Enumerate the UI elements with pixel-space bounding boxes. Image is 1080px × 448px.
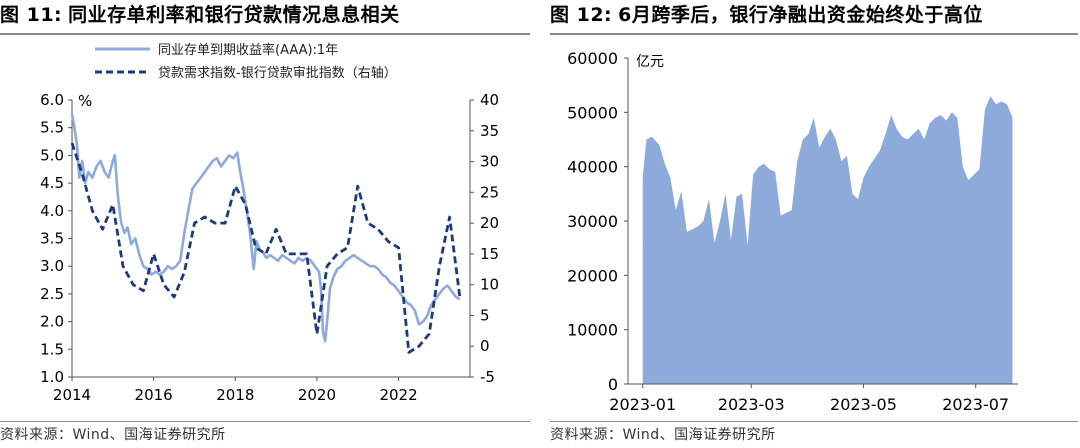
loan-index-line [70,142,462,354]
right-figure-number: 图 12: [550,4,613,26]
right-source-rule [550,421,1078,422]
left-y-tick-label: 6.0 [40,91,64,109]
y-tick-label: 50000 [567,103,618,122]
x-tick-label: 2022 [379,386,417,404]
x-tick-label: 2018 [216,386,254,404]
right-source-note: 资料来源：Wind、国海证券研究所 [550,427,776,443]
right-title-rule [550,33,1078,35]
y-tick-label: 40000 [567,158,618,177]
right-chart-title: 图 12: 6月跨季后，银行净融出资金始终处于高位 [550,0,983,30]
right-chart-panel: 图 12: 6月跨季后，银行净融出资金始终处于高位 0 10000 20000 3000… [550,0,1080,448]
right-unit-label: 亿元 [636,54,664,70]
x-tick-label: 2014 [53,386,91,404]
y-tick-label: 10000 [567,321,618,340]
right-figure-title-text: 6月跨季后，银行净融出资金始终处于高位 [618,4,983,26]
left-y-tick-label: 2.5 [40,285,64,303]
left-y-tick-label: 4.0 [40,202,64,220]
y-tick-label: 20000 [567,266,618,285]
right-y-tick-label: 10 [480,276,499,294]
legend-ncd-label: 同业存单到期收益率(AAA):1年 [158,42,338,58]
y-tick-label: 60000 [567,49,618,68]
left-source-rule [0,421,530,422]
left-line-chart: 1.0 1.5 2.0 2.5 3.0 3.5 4.0 4.5 5.0 5.5 6.0 -5 0 5 10 1… [40,42,499,404]
right-y-tick-label: 5 [480,306,490,324]
legend-loan-label: 贷款需求指数-银行贷款审批指数（右轴） [158,66,397,81]
x-tick-label: 2023-01 [609,395,676,414]
right-y-tick-label: 0 [480,337,490,355]
left-y-tick-label: 5.0 [40,146,64,164]
x-tick-label: 2016 [135,386,173,404]
left-y-tick-label: 3.5 [40,230,64,248]
x-tick-label: 2020 [298,386,336,404]
right-y-tick-label: 40 [480,91,499,109]
y-tick-label: 0 [608,375,618,394]
left-y-tick-label: 1.5 [40,340,64,358]
right-y-tick-label: 15 [480,245,499,263]
right-area-chart: 0 10000 20000 30000 40000 50000 60000 2023-01 20… [567,49,1018,414]
left-chart-panel: 图 11: 同业存单利率和银行贷款情况息息相关 1.0 1.5 2.0 2.5 3.0 3.… [0,0,535,448]
right-y-tick-label: 30 [480,153,499,171]
right-y-tick-label: 25 [480,183,499,201]
net-lending-area [642,96,1013,384]
left-y-tick-label: 3.0 [40,257,64,275]
x-tick-label: 2023-03 [718,395,785,414]
ncd-yield-line [70,113,461,343]
left-y-tick-label: 5.5 [40,119,64,137]
y-tick-label: 30000 [567,212,618,231]
left-y-tick-label: 2.0 [40,313,64,331]
left-title-rule [0,33,530,35]
right-y-tick-label: 20 [480,214,499,232]
left-figure-number: 图 11: [0,4,63,26]
left-y-tick-label: 4.5 [40,174,64,192]
right-y-tick-label: 35 [480,122,499,140]
x-tick-label: 2023-07 [942,395,1009,414]
right-y-tick-label: -5 [480,368,495,386]
left-source-note: 资料来源：Wind、国海证券研究所 [0,427,226,443]
left-y-tick-label: 1.0 [40,368,64,386]
x-tick-label: 2023-05 [830,395,897,414]
left-chart-title: 图 11: 同业存单利率和银行贷款情况息息相关 [0,0,400,30]
left-unit-label: % [78,92,92,110]
left-figure-title-text: 同业存单利率和银行贷款情况息息相关 [68,4,400,26]
